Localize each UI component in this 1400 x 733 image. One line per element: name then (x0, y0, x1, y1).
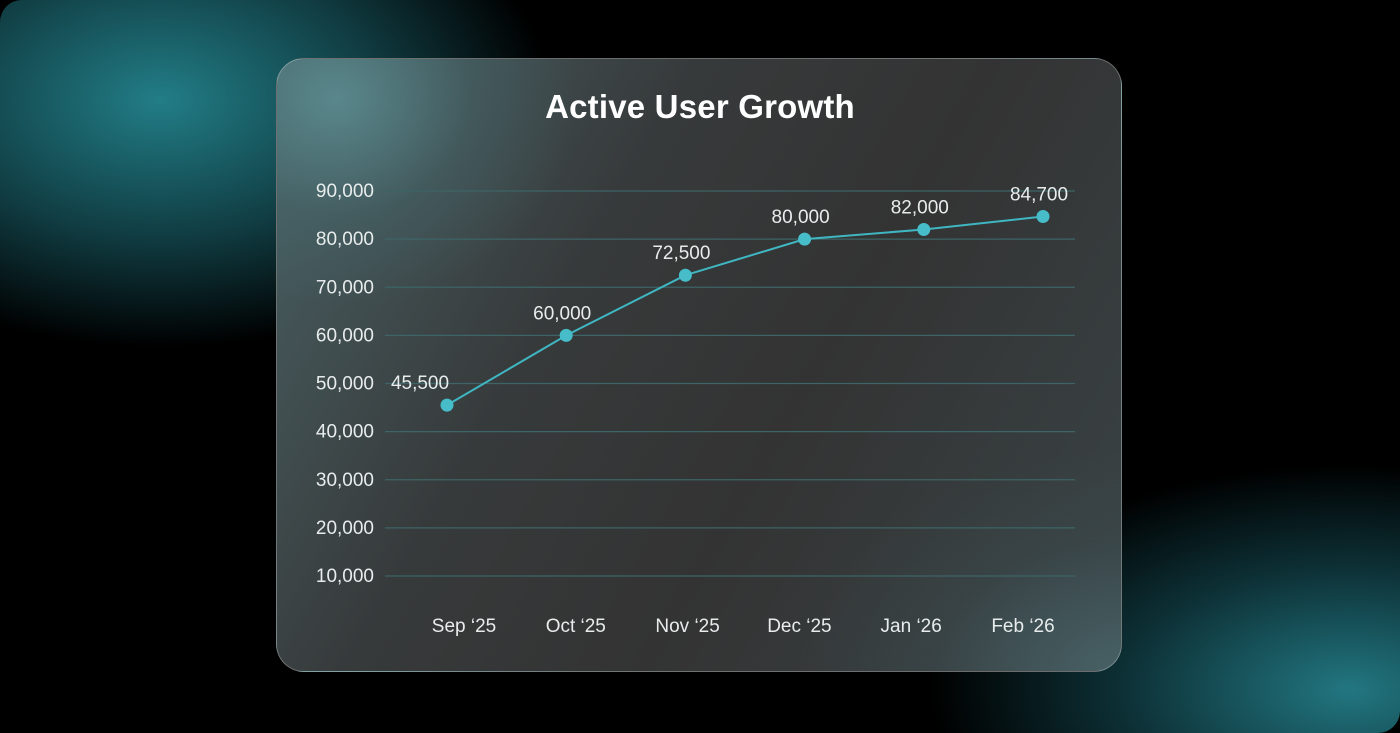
grid-lines (385, 190, 1075, 577)
data-point (440, 398, 454, 412)
data-point (559, 328, 573, 342)
y-axis-ticks: 90,000 80,000 70,000 60,000 50,000 40,000 30,0… (316, 181, 374, 587)
x-tick-label: Feb ‘26 (991, 616, 1054, 637)
y-tick-label: 20,000 (316, 518, 374, 539)
x-tick-label: Oct ‘25 (546, 616, 606, 637)
data-labels: 45,500 60,000 72,500 80,000 82,000 84,700 (391, 185, 1068, 395)
data-label: 72,500 (652, 243, 710, 264)
y-tick-label: 10,000 (316, 566, 374, 587)
x-tick-label: Sep ‘25 (432, 616, 496, 637)
data-point (917, 223, 931, 236)
series-line-group (446, 215, 1044, 407)
data-label: 45,500 (391, 373, 449, 394)
data-points (440, 210, 1050, 412)
chart-card (276, 58, 1122, 672)
x-tick-label: Nov ‘25 (655, 616, 719, 637)
y-tick-label: 50,000 (316, 374, 374, 395)
y-tick-label: 40,000 (316, 422, 374, 443)
x-tick-label: Dec ‘25 (767, 616, 831, 637)
chart-title: Active User Growth (545, 88, 855, 125)
y-tick-label: 30,000 (316, 470, 374, 491)
data-point (678, 268, 692, 282)
y-tick-label: 90,000 (316, 181, 374, 202)
y-tick-label: 60,000 (316, 325, 374, 346)
series-line (446, 215, 1044, 407)
data-label: 80,000 (772, 207, 830, 228)
data-label: 84,700 (1010, 185, 1068, 206)
y-tick-label: 70,000 (316, 277, 374, 298)
x-axis-ticks: Sep ‘25 Oct ‘25 Nov ‘25 Dec ‘25 Jan ‘26 Feb ‘… (432, 616, 1055, 637)
data-label: 82,000 (891, 198, 949, 219)
y-tick-label: 80,000 (316, 229, 374, 250)
data-label: 60,000 (533, 303, 591, 324)
x-tick-label: Jan ‘26 (881, 616, 942, 637)
data-point (798, 232, 812, 246)
data-point (1036, 210, 1050, 224)
